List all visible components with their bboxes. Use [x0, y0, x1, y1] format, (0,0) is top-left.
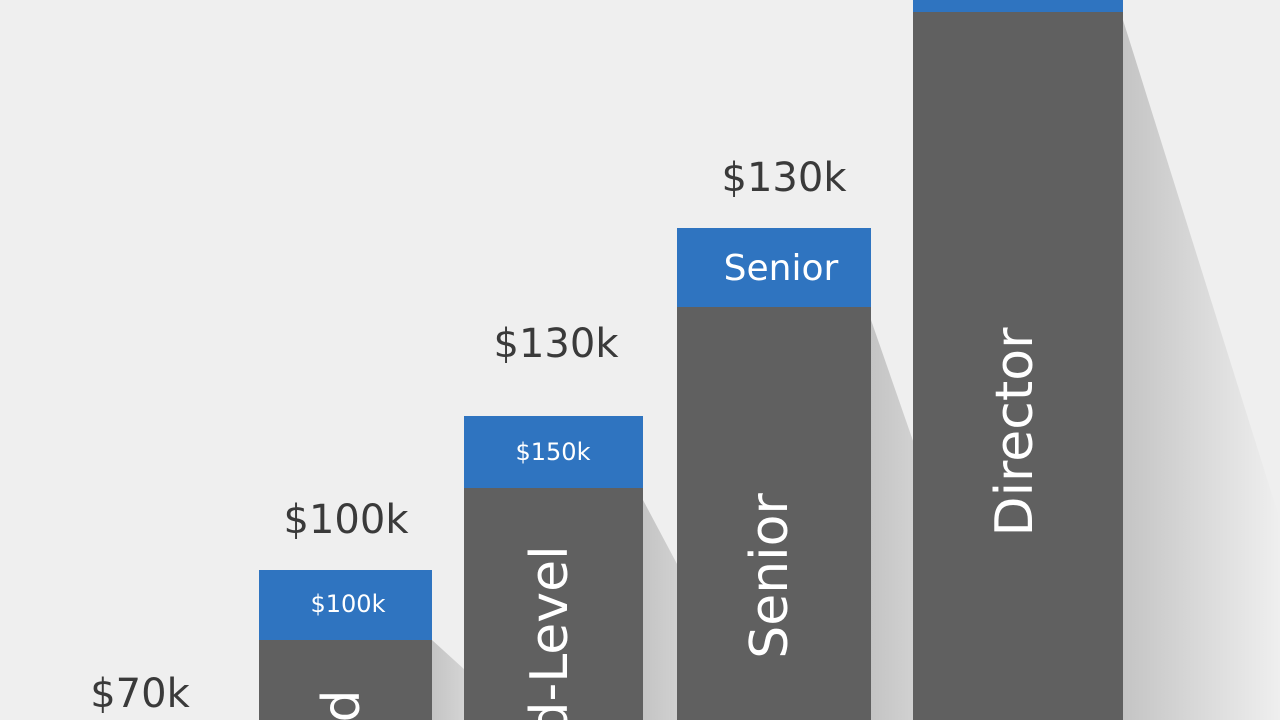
cap-label: $100k	[311, 590, 386, 618]
vertical-label: d	[312, 689, 372, 720]
bar-cap	[259, 570, 432, 640]
top-label: $70k	[90, 671, 190, 717]
top-label: $100k	[284, 497, 410, 543]
bar	[464, 488, 643, 720]
shadow	[1123, 20, 1280, 720]
bar-cap	[913, 0, 1123, 12]
cap-label: $150k	[516, 438, 591, 466]
cap-label: Senior	[724, 248, 839, 289]
bar	[913, 12, 1123, 720]
vertical-label: d-Level	[520, 545, 580, 720]
bar	[259, 640, 432, 720]
top-label: $130k	[494, 321, 620, 367]
bar-cap	[677, 228, 871, 307]
bar-cap	[464, 416, 643, 488]
bar	[677, 307, 871, 720]
vertical-label: Director	[985, 327, 1045, 537]
top-label: $130k	[722, 155, 848, 201]
vertical-label: Senior	[740, 493, 800, 659]
